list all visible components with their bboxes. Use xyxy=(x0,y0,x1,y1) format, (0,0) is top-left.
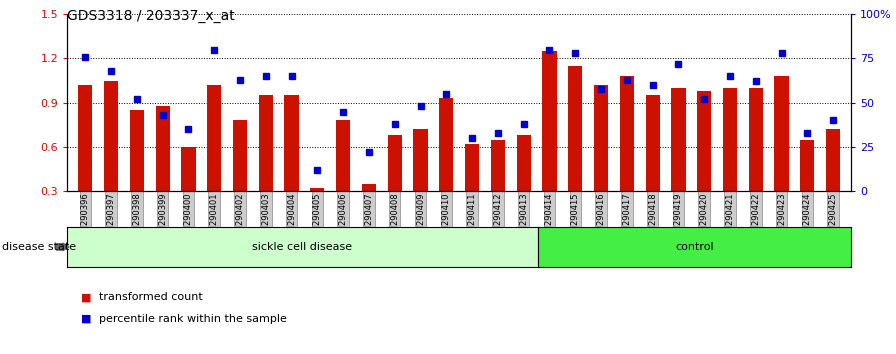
Bar xyxy=(594,85,608,191)
Text: disease state: disease state xyxy=(2,242,76,252)
Bar xyxy=(800,139,814,191)
Text: GDS3318 / 203337_x_at: GDS3318 / 203337_x_at xyxy=(67,9,235,23)
Bar xyxy=(774,76,788,191)
Text: ■: ■ xyxy=(81,314,91,324)
Bar xyxy=(130,110,144,191)
Bar xyxy=(259,95,273,191)
Bar xyxy=(491,139,505,191)
Bar xyxy=(388,135,401,191)
Bar xyxy=(104,81,118,191)
Bar xyxy=(723,88,737,191)
Bar xyxy=(671,88,685,191)
Bar xyxy=(207,85,221,191)
Bar xyxy=(181,147,195,191)
Bar xyxy=(517,135,530,191)
Bar xyxy=(749,88,762,191)
Bar xyxy=(542,51,556,191)
Bar xyxy=(697,91,711,191)
Bar xyxy=(645,95,659,191)
Text: transformed count: transformed count xyxy=(99,292,202,302)
Bar xyxy=(310,188,324,191)
Text: ■: ■ xyxy=(81,292,91,302)
Bar xyxy=(233,120,247,191)
Bar xyxy=(284,95,298,191)
Bar xyxy=(439,98,453,191)
Bar xyxy=(620,76,634,191)
Bar xyxy=(156,105,169,191)
Bar xyxy=(826,129,840,191)
Bar xyxy=(362,184,376,191)
Bar xyxy=(465,144,479,191)
Bar xyxy=(78,85,92,191)
Bar xyxy=(336,120,350,191)
Text: percentile rank within the sample: percentile rank within the sample xyxy=(99,314,287,324)
Bar xyxy=(568,66,582,191)
Bar xyxy=(413,129,427,191)
Text: sickle cell disease: sickle cell disease xyxy=(253,242,352,252)
Text: control: control xyxy=(675,242,714,252)
